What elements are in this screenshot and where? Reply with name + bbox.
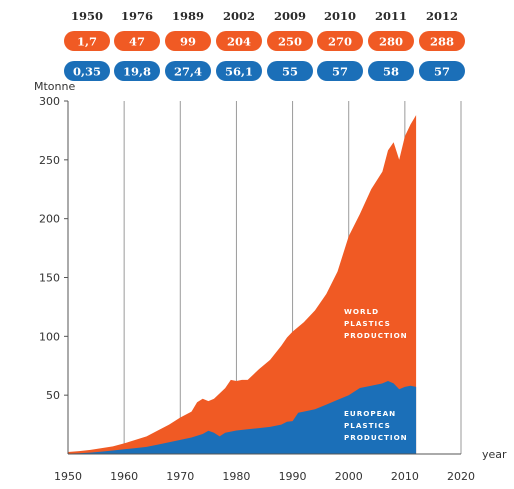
y-axis-label: Mtonne — [34, 80, 75, 93]
table-year-label: 1976 — [121, 9, 153, 23]
europe-value-pill — [267, 61, 313, 81]
europe-series-label: PLASTICS — [344, 421, 391, 430]
table-year-label: 2010 — [324, 9, 356, 23]
x-tick-label: 2020 — [447, 470, 475, 483]
x-tick-label: 1960 — [110, 470, 138, 483]
world-value-label: 270 — [328, 35, 352, 49]
world-value-label: 250 — [278, 35, 302, 49]
europe-value-label: 55 — [282, 65, 298, 79]
x-tick-label: 2010 — [391, 470, 419, 483]
europe-value-label: 0,35 — [73, 65, 101, 79]
y-tick-label: 250 — [39, 154, 60, 167]
world-value-pill — [114, 31, 160, 51]
area-series — [68, 115, 417, 454]
europe-value-pill — [64, 61, 110, 81]
y-tick-label: 200 — [39, 213, 60, 226]
x-tick-label: 1990 — [279, 470, 307, 483]
europe-value-label: 19,8 — [123, 65, 151, 79]
europe-value-label: 57 — [332, 65, 348, 79]
table-year-label: 2009 — [274, 9, 306, 23]
table-year-label: 2011 — [375, 9, 407, 23]
europe-value-pill — [216, 61, 262, 81]
table-year-label: 2002 — [223, 9, 255, 23]
x-axis-label: year — [482, 448, 507, 461]
europe-series-label: EUROPEAN — [344, 409, 396, 418]
world-value-label: 1,7 — [77, 35, 97, 49]
x-tick-label: 1950 — [54, 470, 82, 483]
world-series-label: WORLD — [344, 307, 379, 316]
europe-value-label: 27,4 — [174, 65, 202, 79]
world-value-pill — [317, 31, 363, 51]
y-tick-label: 100 — [39, 330, 60, 343]
table-year-label: 2012 — [426, 9, 458, 23]
europe-production-area — [68, 381, 417, 454]
world-value-label: 47 — [129, 35, 145, 49]
world-value-pill — [165, 31, 211, 51]
world-series-label: PRODUCTION — [344, 331, 408, 340]
series-annotations: WORLD PLASTICS PRODUCTION EUROPEAN PLASTICS P… — [344, 307, 408, 442]
europe-value-pill — [317, 61, 363, 81]
world-production-area — [68, 115, 417, 454]
world-value-pill — [368, 31, 414, 51]
y-tick-label: 300 — [39, 95, 60, 108]
x-tick-label: 1970 — [166, 470, 194, 483]
x-tick-label: 2000 — [335, 470, 363, 483]
world-value-pill — [64, 31, 110, 51]
world-value-pill — [267, 31, 313, 51]
table-year-label: 1989 — [172, 9, 204, 23]
summary-table: 1950 1976 1989 2002 2009 2010 2011 2012 1,7 47 99 2… — [64, 9, 465, 81]
world-value-label: 204 — [227, 35, 251, 49]
europe-value-pill — [368, 61, 414, 81]
axes: 50 100 150 200 250 300 1950 1960 1970 1980 1990 200… — [39, 95, 475, 483]
world-value-label: 288 — [430, 35, 454, 49]
y-tick-label: 50 — [46, 389, 60, 402]
europe-value-label: 57 — [434, 65, 450, 79]
europe-value-label: 58 — [383, 65, 399, 79]
europe-series-label: PRODUCTION — [344, 433, 408, 442]
europe-value-pill — [114, 61, 160, 81]
table-year-label: 1950 — [71, 9, 103, 23]
world-value-label: 99 — [180, 35, 196, 49]
world-value-pill — [419, 31, 465, 51]
world-value-label: 280 — [379, 35, 403, 49]
europe-value-label: 56,1 — [225, 65, 253, 79]
y-tick-label: 150 — [39, 272, 60, 285]
europe-value-pill — [419, 61, 465, 81]
world-series-label: PLASTICS — [344, 319, 391, 328]
europe-value-pill — [165, 61, 211, 81]
x-tick-label: 1980 — [222, 470, 250, 483]
world-value-pill — [216, 31, 262, 51]
